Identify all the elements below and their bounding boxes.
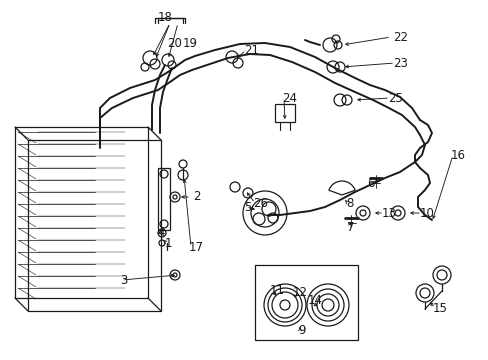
Text: 8: 8 xyxy=(346,197,353,210)
Text: 23: 23 xyxy=(392,57,407,69)
Text: 19: 19 xyxy=(183,36,198,50)
Text: 26: 26 xyxy=(252,197,267,210)
Text: 9: 9 xyxy=(297,324,305,338)
Bar xyxy=(158,168,170,230)
Text: 25: 25 xyxy=(387,91,402,104)
Bar xyxy=(254,265,357,340)
Text: 4: 4 xyxy=(157,225,164,239)
Text: 18: 18 xyxy=(158,10,173,23)
Text: 16: 16 xyxy=(450,149,465,162)
Text: 6: 6 xyxy=(366,176,374,189)
Text: 21: 21 xyxy=(244,44,259,57)
Text: 5: 5 xyxy=(244,201,251,213)
Text: 13: 13 xyxy=(381,207,396,220)
Text: 1: 1 xyxy=(164,237,172,249)
Text: 24: 24 xyxy=(282,91,296,104)
Text: 3: 3 xyxy=(120,274,127,287)
Text: 20: 20 xyxy=(167,36,182,50)
Text: 15: 15 xyxy=(432,302,447,315)
Text: 7: 7 xyxy=(346,220,354,234)
Text: 22: 22 xyxy=(392,31,407,44)
Text: 12: 12 xyxy=(292,287,307,300)
Text: 2: 2 xyxy=(193,189,200,202)
Text: 17: 17 xyxy=(189,240,203,253)
Text: 10: 10 xyxy=(419,207,434,220)
Text: 11: 11 xyxy=(269,284,285,297)
Text: 14: 14 xyxy=(307,294,323,307)
Bar xyxy=(274,104,294,122)
